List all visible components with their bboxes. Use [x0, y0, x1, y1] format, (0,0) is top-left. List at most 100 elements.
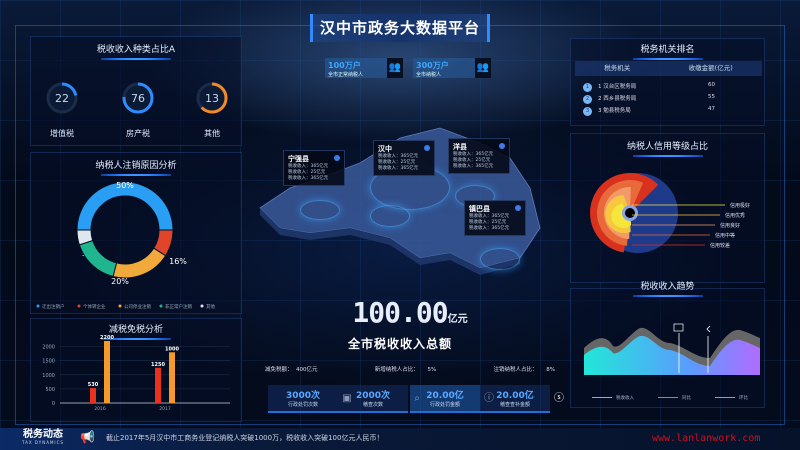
credit-label: 信用极好 — [730, 202, 750, 209]
panel-title: 纳税人注销原因分析 — [31, 158, 241, 176]
gauge-label: 增值税 — [50, 129, 74, 138]
map-tooltip: 洋县 税收收入：365亿元 税收收入：25亿元 税收收入：365亿元 — [448, 138, 510, 174]
gauge-0: 22 — [46, 82, 78, 114]
pin-icon — [499, 143, 505, 149]
bar[interactable] — [90, 388, 96, 403]
bar-value-label: 1000 — [165, 346, 179, 352]
legend-item[interactable]: 税收收入 — [592, 395, 634, 401]
dollar-icon: ⓢ — [554, 393, 564, 404]
map-marker[interactable] — [370, 205, 410, 227]
legend-label: 迁出注销户 — [42, 303, 65, 310]
menu-icon[interactable] — [673, 323, 684, 332]
svg-text:13: 13 — [205, 92, 219, 105]
legend-swatch — [36, 304, 40, 308]
donut-slice[interactable] — [112, 247, 167, 279]
donut-value-label: 20% — [111, 277, 129, 286]
legend-swatch — [159, 304, 163, 308]
summary-row: 减免税额： 400亿元 新增纳税人占比： 5% 注销纳税人占比： 8% — [265, 365, 555, 373]
map-marker[interactable] — [300, 200, 340, 220]
stat-label: 全市正常纳税人 — [328, 72, 364, 78]
ticker-text[interactable]: 截止2017年5月汉中市工商务业登记纳税人突破1000万，税收收入突破100亿元… — [106, 434, 384, 442]
map-tooltip: 宁强县 税收收入：365亿元 税收收入：25亿元 税收收入：365亿元 — [283, 150, 345, 186]
map-tooltip: 汉中 税收收入：365亿元 税收收入：25亿元 税收收入：365亿元 — [373, 140, 435, 176]
total-unit: 亿元 — [447, 314, 468, 325]
stat-normal-taxpayers: 100万户 全市正常纳税人 👥 — [325, 58, 403, 78]
y-tick-label: 2000 — [42, 345, 55, 351]
panel-title: 税务机关排名 — [571, 42, 764, 60]
pin-icon — [424, 145, 430, 151]
map-marker[interactable] — [480, 248, 520, 270]
pin-icon — [334, 155, 340, 161]
panel-title: 纳税人信用等级占比 — [571, 139, 764, 157]
donut-value-label: 50% — [116, 181, 134, 190]
svg-text:76: 76 — [131, 92, 145, 105]
total-label: 全市税收收入总额 — [347, 337, 452, 351]
bar-value-label: 1250 — [151, 362, 165, 368]
summary-item: 注销纳税人占比： 8% — [493, 367, 555, 373]
donut-slice[interactable] — [76, 181, 174, 231]
megaphone-icon: 📢 — [80, 430, 95, 444]
legend-item[interactable]: 环比 — [715, 395, 748, 401]
legend-label: 个体转企业 — [83, 303, 106, 310]
donut-slice[interactable] — [76, 229, 94, 246]
bar[interactable] — [104, 341, 110, 403]
credit-hole — [625, 208, 635, 218]
watermark: www.lanlanwork.com — [652, 433, 761, 444]
trend-legend: 税收收入 同比 环比 — [580, 395, 760, 401]
box-inspection-amount: 20.00亿 稽查查补金额 ⓢ — [480, 385, 564, 413]
rank-badge: 2 — [583, 95, 592, 104]
legend-swatch — [77, 304, 81, 308]
box-penalty-amount: 20.00亿行政处罚金额ⓘ — [410, 385, 494, 413]
stat-value: 100万户 — [328, 61, 361, 70]
bar-value-label: 530 — [88, 382, 99, 388]
bar-value-label: 2200 — [100, 335, 114, 341]
gauge-label: 其他 — [204, 129, 220, 138]
credit-label: 信用优秀 — [725, 212, 745, 219]
summary-item: 减免税额： 400亿元 — [265, 367, 318, 373]
page-title: 汉中市政务大数据平台 — [310, 14, 490, 42]
svg-text:22: 22 — [55, 92, 69, 105]
stat-label: 全市纳税人 — [416, 72, 442, 78]
ticker-logo: 税务动态 TAX DYNAMICS — [22, 429, 64, 445]
panel-title: 税收收入趋势 — [571, 279, 764, 297]
total-revenue: 100.00亿元 — [340, 296, 480, 329]
summary-item: 新增纳税人占比： 5% — [374, 367, 437, 373]
stat-value: 300万户 — [416, 61, 449, 70]
pin-icon — [515, 205, 521, 211]
gauge-label: 房产税 — [126, 129, 150, 138]
ranking-header: 税务机关 收缴金额(亿元) — [575, 61, 762, 76]
ticker-bar — [0, 428, 800, 450]
bar[interactable] — [155, 367, 161, 403]
legend-swatch — [118, 304, 122, 308]
bar[interactable] — [169, 352, 175, 403]
legend-item[interactable]: 同比 — [658, 395, 691, 401]
map-tooltip: 镇巴县 税收收入：365亿元 税收收入：25亿元 税收收入：365亿元 — [464, 200, 526, 236]
donut-value-label: 16% — [169, 257, 187, 266]
legend-label: 非正常户注销 — [165, 303, 192, 310]
donut-slice[interactable] — [78, 239, 118, 278]
y-tick-label: 1000 — [42, 373, 55, 379]
trend-area-chart — [584, 323, 760, 375]
y-tick-label: 0 — [52, 401, 55, 407]
y-tick-label: 500 — [45, 387, 55, 393]
trend-series-revenue — [584, 335, 760, 375]
cancel-reason-panel: 纳税人注销原因分析 — [30, 152, 242, 314]
legend-label: 公司停业注销 — [124, 303, 151, 310]
x-tick-label: 2017 — [159, 406, 171, 412]
chevron-left-icon[interactable] — [706, 325, 711, 333]
y-tick-label: 1500 — [42, 359, 55, 365]
legend-swatch — [200, 304, 204, 308]
people-icon: 👥 — [475, 58, 491, 78]
penalty-bar-chart: 0 500 1000 1500 2000 2016 530 2200 2017 1250 1000 — [42, 335, 230, 412]
legend-label: 其他 — [206, 303, 215, 310]
gauge-1: 76 — [122, 82, 154, 114]
total-value: 100.00 — [352, 296, 448, 329]
